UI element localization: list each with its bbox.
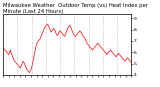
- Text: Milwaukee Weather  Outdoor Temp (vs) Heat Index per Minute (Last 24 Hours): Milwaukee Weather Outdoor Temp (vs) Heat…: [3, 3, 148, 14]
